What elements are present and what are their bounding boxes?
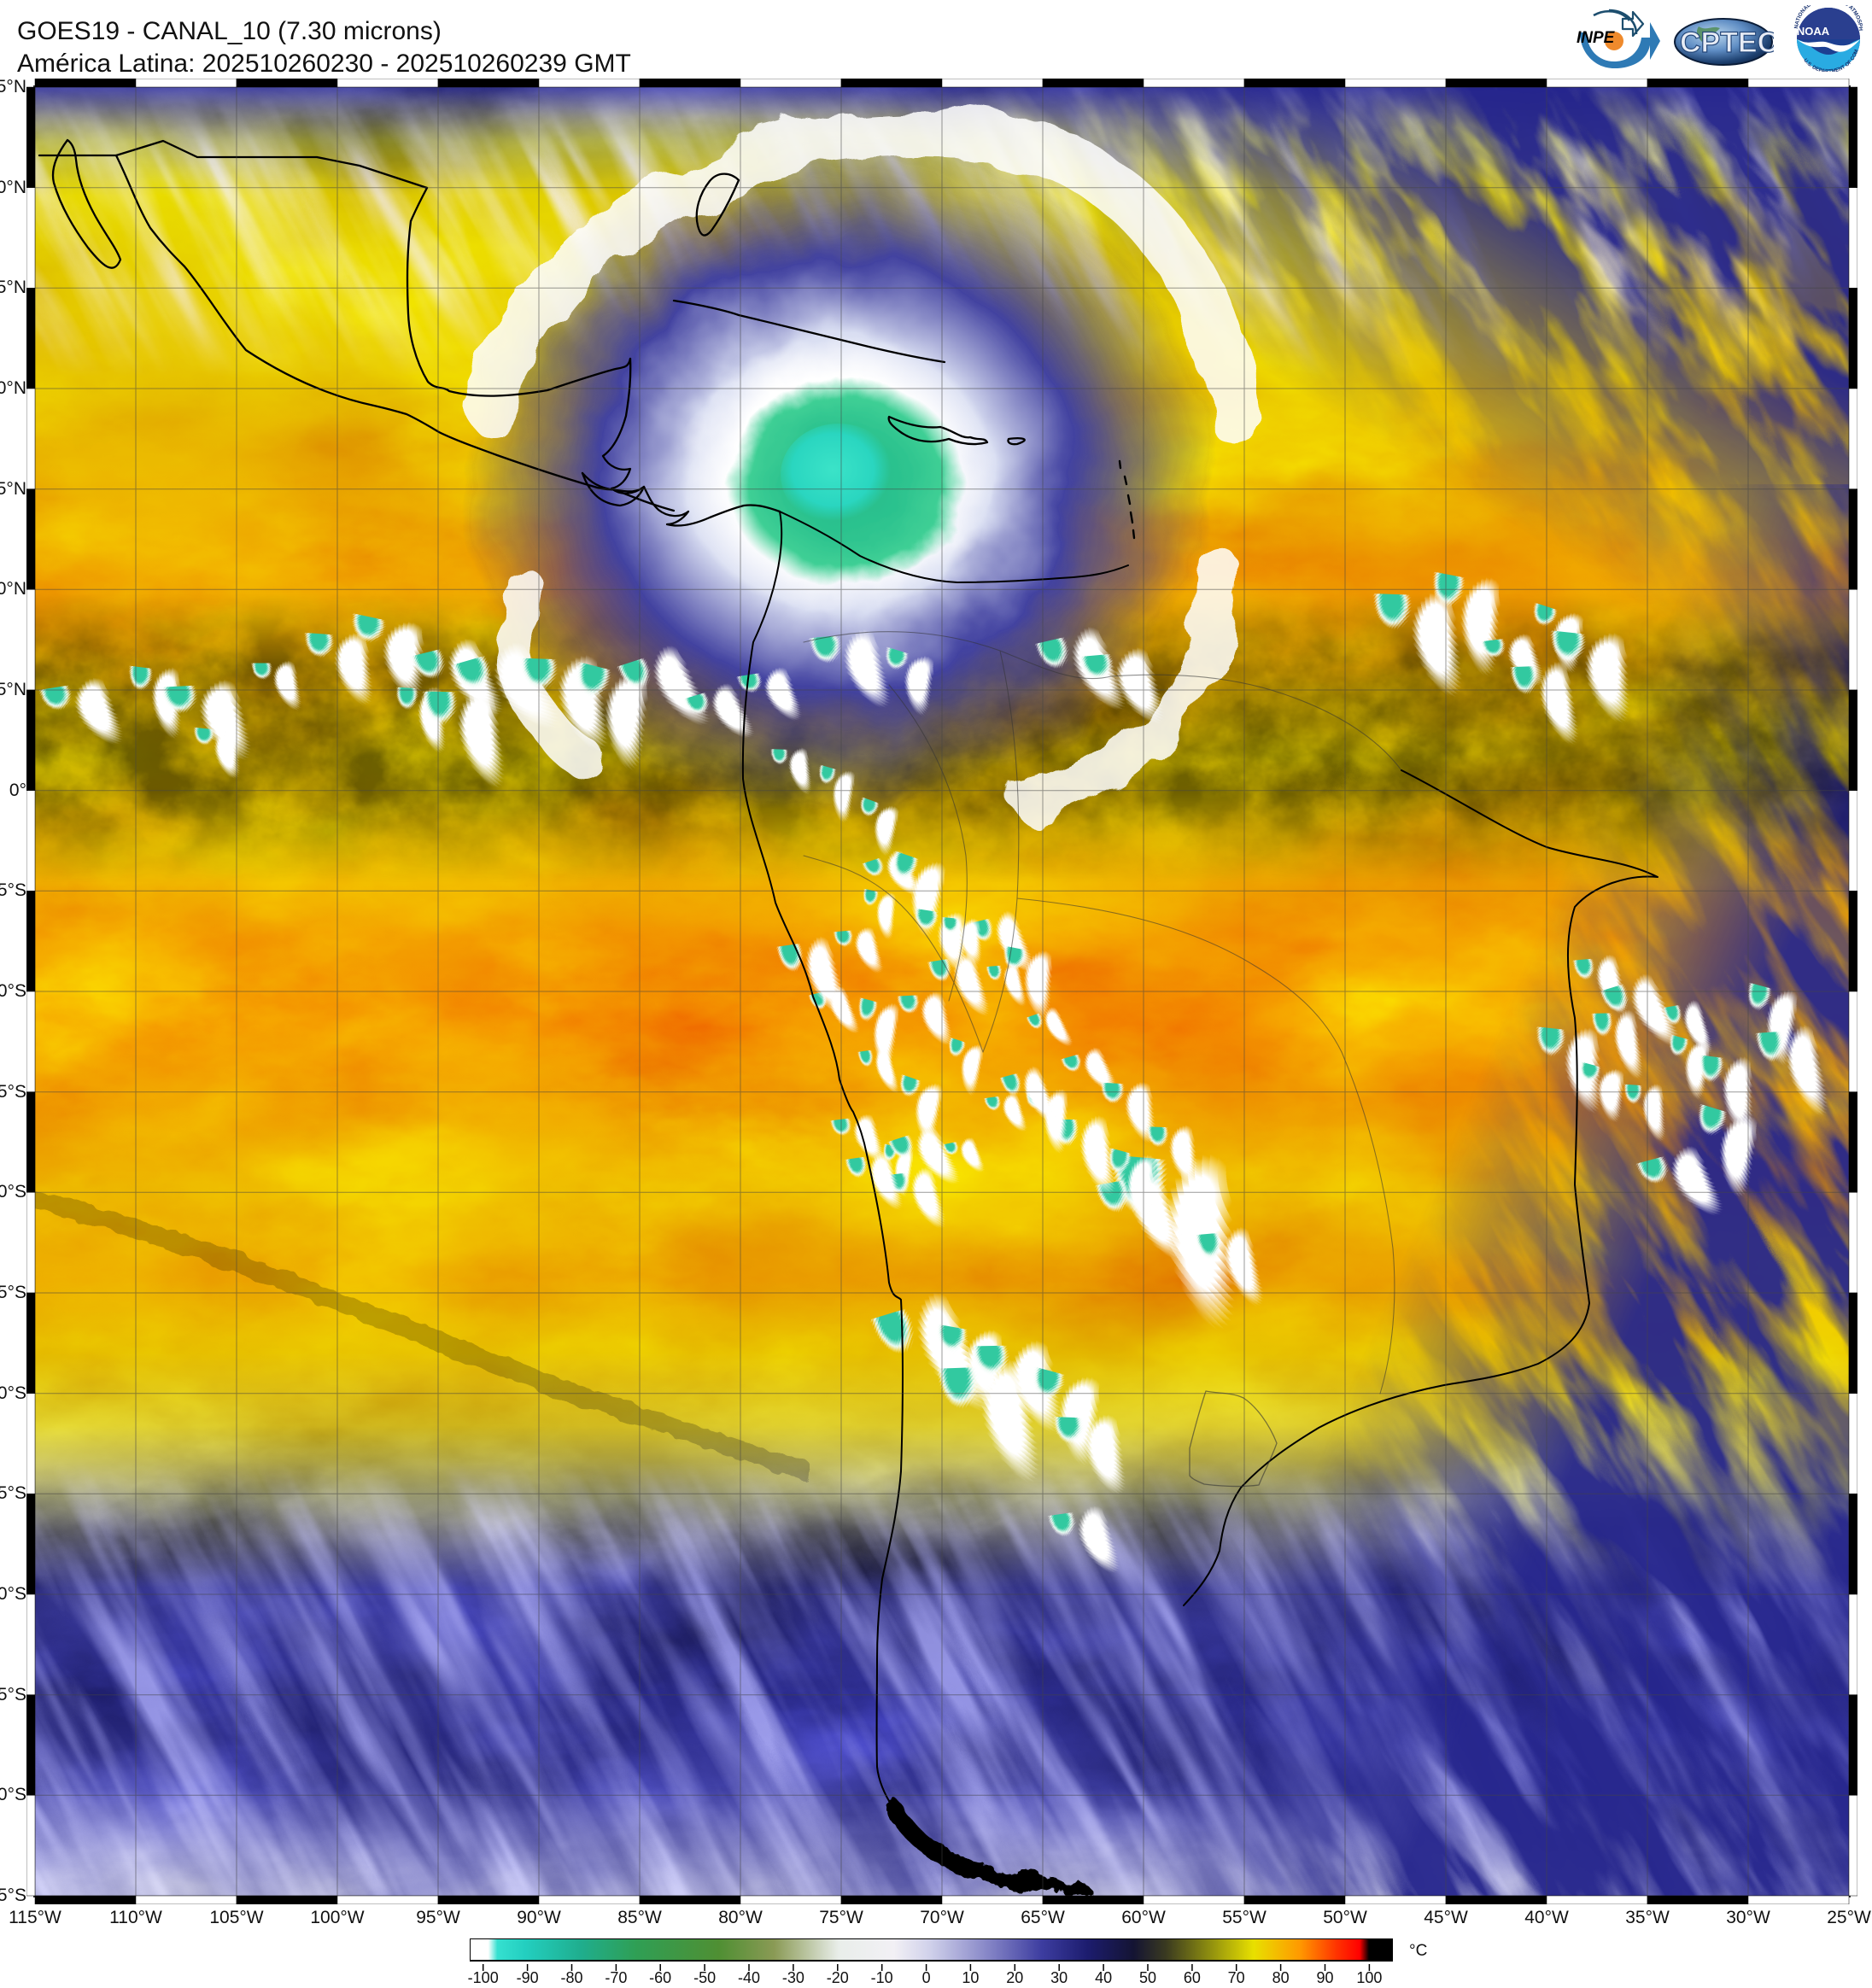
svg-text:°C: °C	[1409, 1942, 1427, 1960]
svg-text:CPTEC: CPTEC	[1680, 26, 1774, 59]
svg-text:NOAA: NOAA	[1797, 25, 1830, 38]
svg-text:INPE: INPE	[1577, 29, 1616, 47]
